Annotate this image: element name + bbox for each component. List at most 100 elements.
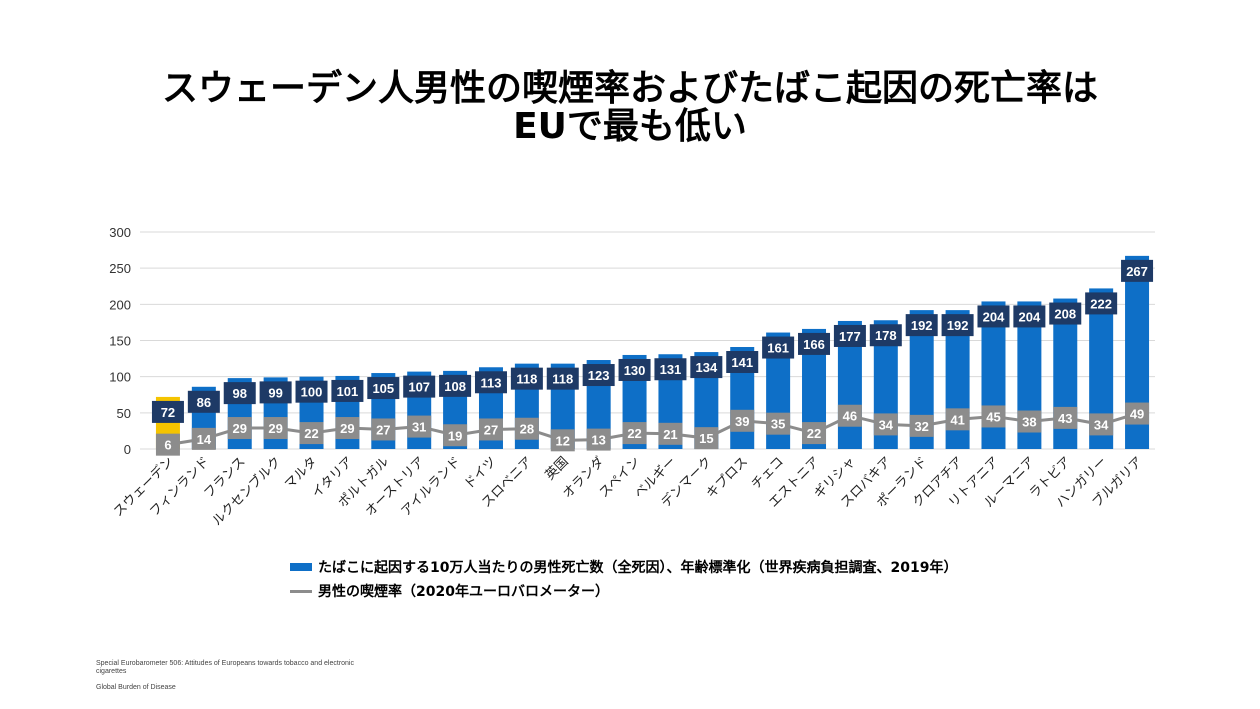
line-value-label: 15 xyxy=(699,431,713,446)
line-value-label: 27 xyxy=(484,422,498,437)
legend-label-bar: たばこに起因する10万人当たりの男性死亡数（全死因）、年齢標準化（世界疾病負担調… xyxy=(318,560,958,576)
bar-value-label-box xyxy=(295,380,328,403)
line-value-label-box xyxy=(1017,410,1042,433)
bar-value-label: 98 xyxy=(232,386,246,401)
bar-value-label-box xyxy=(367,377,400,400)
bar-value-label-box xyxy=(941,314,974,337)
source-eurobarometer: Special Eurobarometer 506: Attitudes of … xyxy=(96,660,354,675)
bar-value-label: 192 xyxy=(911,318,933,333)
line-value-label-box xyxy=(1089,413,1114,436)
line-value-label-box xyxy=(299,422,324,445)
bar-value-label-box xyxy=(1121,259,1154,282)
bar-value-label: 118 xyxy=(516,372,537,387)
x-tick-label: 英国 xyxy=(543,454,572,483)
line-value-label-box xyxy=(873,413,898,436)
bar-value-label-box xyxy=(654,358,687,381)
line-value-label: 19 xyxy=(448,428,462,443)
line-value-label-box xyxy=(443,424,468,447)
line-value-label-box xyxy=(909,414,934,437)
line-value-label-box xyxy=(694,427,719,450)
bar-value-label-box xyxy=(833,324,866,347)
line-value-label-box xyxy=(981,405,1006,428)
line-value-label: 13 xyxy=(591,433,605,448)
line-value-label-box xyxy=(1053,406,1078,429)
line-value-label-box xyxy=(622,422,647,445)
bar-value-label-box xyxy=(223,382,256,405)
bar-value-label: 178 xyxy=(875,328,897,343)
bar-value-label: 107 xyxy=(408,380,430,395)
line-value-label: 28 xyxy=(520,422,534,437)
bar-value-label-box xyxy=(690,356,723,379)
line-value-label: 22 xyxy=(627,426,641,441)
bar-value-label: 192 xyxy=(947,318,969,333)
bar-value-label-box xyxy=(439,374,472,397)
bar-value-label: 101 xyxy=(337,384,359,399)
sources: Special Eurobarometer 506: Attitudes of … xyxy=(96,660,356,700)
legend-label-line: 男性の喫煙率（2020年ユーロバロメーター） xyxy=(318,584,609,600)
line-value-label: 14 xyxy=(197,432,212,447)
bar-value-label: 99 xyxy=(268,385,282,400)
line-value-label: 29 xyxy=(232,421,246,436)
bar-value-label: 134 xyxy=(695,360,717,375)
bar-value-label-box xyxy=(259,381,292,404)
bar-value-label: 108 xyxy=(444,379,466,394)
bar-value-label-box xyxy=(331,379,364,402)
line-value-label-box xyxy=(550,429,575,452)
line-value-label: 27 xyxy=(376,422,390,437)
bar-value-label: 105 xyxy=(372,381,394,396)
bar-value-label: 222 xyxy=(1090,296,1112,311)
line-value-label: 22 xyxy=(807,426,821,441)
line-value-label-box xyxy=(227,417,252,440)
bar-value-label-box xyxy=(977,305,1010,328)
bar-value-label: 166 xyxy=(803,337,825,352)
line-value-label: 29 xyxy=(268,421,282,436)
line-value-label-box xyxy=(1125,402,1150,425)
line-value-label-box xyxy=(371,418,396,441)
source-gbd: Global Burden of Disease xyxy=(96,684,176,691)
line-value-label-box xyxy=(263,417,288,440)
bar-value-label: 130 xyxy=(624,363,646,378)
bar-value-label-box xyxy=(510,367,543,390)
line-value-label: 32 xyxy=(914,419,928,434)
line-value-label-box xyxy=(766,412,791,435)
line-value-label-box xyxy=(658,422,683,445)
chart-title: スウェーデン人男性の喫煙率およびたばこ起因の死亡率は EUで最も低い xyxy=(0,70,1260,146)
bar-value-label-box xyxy=(762,336,795,359)
bar-value-label-box xyxy=(403,375,436,398)
line-value-label: 35 xyxy=(771,417,785,432)
line-value-label: 46 xyxy=(843,409,857,424)
line-value-label-box xyxy=(335,417,360,440)
bar-value-label-box xyxy=(151,400,184,423)
bar-value-label-box xyxy=(1013,305,1046,328)
bar-value-label-box xyxy=(869,324,902,347)
bar-value-label: 131 xyxy=(660,362,682,377)
bar-value-label-box xyxy=(1085,292,1118,315)
y-tick-label: 250 xyxy=(109,261,131,276)
bar-value-label: 118 xyxy=(552,372,573,387)
bar-value-label: 141 xyxy=(731,355,753,370)
line-value-label: 6 xyxy=(164,438,171,453)
y-tick-label: 200 xyxy=(109,297,131,312)
bar-value-label: 204 xyxy=(983,309,1005,324)
y-tick-label: 150 xyxy=(109,334,131,349)
y-tick-label: 100 xyxy=(109,370,131,385)
bar-value-label-box xyxy=(582,364,615,387)
y-tick-label: 50 xyxy=(117,406,131,421)
bar-value-label-box xyxy=(187,390,220,413)
bar-value-label: 177 xyxy=(839,329,861,344)
chart-title-line2: EUで最も低い xyxy=(513,106,747,147)
line-value-label-box xyxy=(802,422,827,445)
bar-value-label-box xyxy=(618,358,651,381)
bar-value-label: 161 xyxy=(767,341,789,356)
chart-title-line1: スウェーデン人男性の喫煙率およびたばこ起因の死亡率は xyxy=(161,68,1098,109)
legend-swatch-bar xyxy=(290,563,312,571)
line-value-label: 43 xyxy=(1058,411,1072,426)
smoking-rate-line xyxy=(167,412,1138,447)
line-value-label-box xyxy=(514,417,539,440)
line-value-label: 31 xyxy=(412,420,426,435)
line-value-label: 34 xyxy=(879,417,894,432)
legend: たばこに起因する10万人当たりの男性死亡数（全死因）、年齢標準化（世界疾病負担調… xyxy=(290,555,957,603)
line-value-label-box xyxy=(945,408,970,431)
legend-swatch-line xyxy=(290,589,312,593)
